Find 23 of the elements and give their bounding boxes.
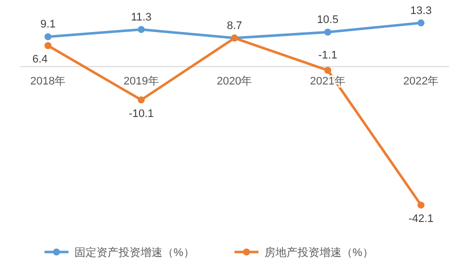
data-label: 9.1 — [40, 18, 56, 31]
legend-label: 房地产投资增速（%） — [264, 246, 374, 259]
data-label: -1.1 — [318, 49, 338, 62]
point — [44, 42, 52, 50]
x-tick-label: 2020年 — [216, 76, 252, 88]
point — [418, 19, 424, 26]
point — [418, 202, 424, 209]
point — [324, 66, 332, 74]
data-label: 13.3 — [410, 4, 432, 17]
point — [324, 28, 332, 36]
point — [138, 96, 145, 104]
data-label: 10.5 — [317, 14, 338, 26]
x-tick-label: 2022年 — [403, 76, 439, 88]
data-label: -10.1 — [128, 108, 154, 120]
x-tick-label: 2018年 — [30, 76, 66, 88]
data-label: -42.1 — [408, 213, 434, 226]
x-tick-label: 2019年 — [124, 76, 159, 88]
point — [44, 33, 52, 40]
data-label: 8.7 — [226, 20, 242, 32]
data-label: 6.4 — [32, 54, 48, 66]
point — [138, 26, 145, 34]
legend-label: 固定资产投资增速（%） — [74, 246, 194, 259]
data-label: 11.3 — [130, 12, 152, 24]
